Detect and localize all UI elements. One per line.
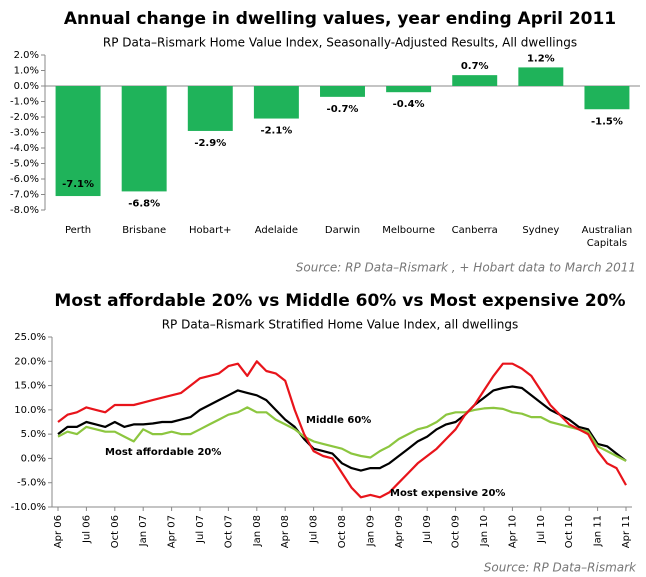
legend-label: Most affordable 20% [105,447,221,458]
value-label: 0.7% [461,61,489,72]
bar [187,86,233,131]
value-label: -7.1% [62,179,94,190]
series-line [57,360,627,499]
x-tick-label: Oct 10 [564,515,575,548]
x-tick-label: Apr 08 [280,515,291,548]
x-tick-label: Oct 08 [337,515,348,548]
bar [253,86,299,119]
value-label: -0.4% [393,99,425,110]
value-label: -2.1% [260,126,292,137]
x-tick-label: Darwin [325,225,360,236]
y-tick-label: 10.0% [14,405,46,416]
y-tick-label: -8.0% [10,205,39,216]
chart-subtitle: RP Data–Rismark Stratified Home Value In… [162,318,519,332]
bar [518,67,564,86]
x-tick-label: Apr 06 [53,515,64,548]
x-tick-label: Oct 09 [451,515,462,548]
y-tick-label: -5.0% [17,478,46,489]
series-line [57,385,627,472]
x-tick-label: Jan 09 [365,515,376,547]
x-tick-label: Jan 11 [593,515,604,547]
y-tick-label: 0.0% [14,81,39,92]
y-tick-label: -10.0% [11,502,46,513]
x-tick-label: Jul 08 [309,515,320,544]
x-tick-label: Australian Capitals [582,225,633,249]
x-tick-label: Apr 09 [394,515,405,548]
series-line [57,406,627,462]
x-tick-label: Apr 10 [507,515,518,548]
y-tick-label: -5.0% [10,159,39,170]
chart-title: Most affordable 20% vs Middle 60% vs Mos… [54,291,625,311]
x-tick-label: Apr 07 [167,515,178,548]
value-label: -6.8% [128,198,160,209]
y-tick-label: -7.0% [10,190,39,201]
bar [320,86,365,97]
x-tick-label: Jan 07 [138,515,149,547]
y-tick-label: 0.0% [21,453,46,464]
x-tick-label: Jul 06 [81,515,92,544]
x-tick-label: Jul 07 [195,515,206,544]
y-tick-label: -1.0% [10,97,39,108]
chart-title: Annual change in dwelling values, year e… [64,9,616,29]
bar [452,75,498,86]
y-tick-label: 5.0% [21,429,46,440]
y-tick-label: -3.0% [10,128,39,139]
x-tick-label: Oct 07 [223,515,234,548]
x-tick-label: Hobart+ [189,225,232,236]
y-tick-label: 2.0% [14,50,39,61]
x-tick-label: Jan 10 [479,515,490,547]
y-tick-label: 20.0% [14,356,46,367]
value-label: -2.9% [194,138,226,149]
x-tick-label: Canberra [452,225,498,236]
x-tick-label: Apr 11 [621,515,632,548]
x-tick-label: Jul 09 [422,515,433,544]
source: Source: RP Data–Rismark , + Hobart data … [296,261,636,275]
y-tick-label: 25.0% [14,332,46,343]
value-label: -0.7% [327,104,359,115]
x-tick-label: Jan 08 [252,515,263,547]
x-tick-label: Brisbane [122,225,166,236]
chart-subtitle: RP Data–Rismark Home Value Index, Season… [103,36,577,50]
y-tick-label: -6.0% [10,174,39,185]
x-tick-label: Adelaide [255,225,298,236]
x-tick-label: Melbourne [382,225,435,236]
legend-label: Most expensive 20% [390,488,505,499]
value-label: 1.2% [527,53,555,64]
value-label: -1.5% [591,116,623,127]
bar [386,86,432,93]
source: Source: RP Data–Rismark [484,561,637,575]
y-tick-label: -4.0% [10,143,39,154]
x-tick-label: Sydney [522,225,559,236]
legend-label: Middle 60% [306,415,371,426]
y-tick-label: 1.0% [14,66,39,77]
bar [121,86,167,192]
y-tick-label: 15.0% [14,381,46,392]
x-tick-label: Perth [65,225,91,236]
y-tick-label: -2.0% [10,112,39,123]
bar [55,86,101,197]
x-tick-label: Oct 06 [110,515,121,548]
x-tick-label: Jul 10 [536,515,547,544]
bar [584,86,630,110]
